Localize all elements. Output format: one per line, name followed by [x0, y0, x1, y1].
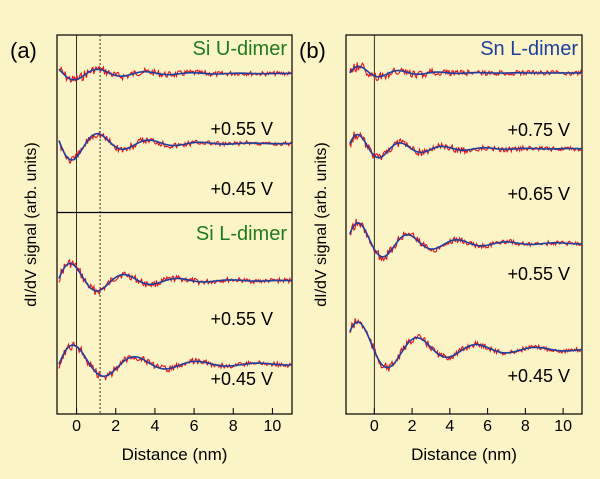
x-tick-label: 2: [408, 418, 417, 435]
panel-label: (b): [299, 38, 326, 63]
bias-voltage-label: +0.45 V: [507, 366, 570, 386]
experimental-curve: [349, 218, 583, 262]
fit-curve: [349, 133, 582, 159]
fit-curve: [58, 132, 292, 161]
experimental-curve: [349, 318, 583, 372]
bias-voltage-label: +0.55 V: [210, 309, 273, 329]
fit-curve: [349, 221, 582, 258]
experimental-curve: [349, 61, 583, 82]
plot-frame: [345, 34, 583, 415]
group-title: Sn L-dimer: [480, 38, 578, 60]
bias-voltage-label: +0.65 V: [507, 184, 570, 204]
bias-voltage-label: +0.55 V: [210, 119, 273, 139]
fit-curve: [349, 65, 582, 78]
fit-curve: [58, 344, 292, 377]
bias-voltage-label: +0.75 V: [507, 120, 570, 140]
x-tick-label: 0: [370, 418, 379, 435]
bias-voltage-label: +0.45 V: [210, 369, 273, 389]
x-tick-label: 10: [264, 418, 282, 435]
bias-voltage-label: +0.55 V: [507, 264, 570, 284]
fit-curve: [58, 262, 292, 292]
x-tick-label: 4: [150, 418, 159, 435]
plot-frame: [56, 34, 293, 415]
x-axis-label: Distance (nm): [411, 445, 517, 464]
fit-curve: [349, 321, 583, 369]
x-tick-label: 2: [111, 418, 120, 435]
x-tick-label: 0: [72, 418, 81, 435]
bias-voltage-label: +0.45 V: [210, 179, 273, 199]
x-tick-label: 10: [554, 418, 572, 435]
group-title: Si L-dimer: [196, 223, 287, 245]
x-tick-label: 6: [190, 418, 199, 435]
x-tick-label: 8: [521, 418, 530, 435]
panel-label: (a): [10, 38, 37, 63]
y-axis-label: dI/dV signal (arb. units): [313, 142, 330, 307]
x-tick-label: 6: [483, 418, 492, 435]
group-title: Si U-dimer: [193, 38, 288, 60]
x-tick-label: 4: [445, 418, 454, 435]
x-tick-label: 8: [229, 418, 238, 435]
x-axis-label: Distance (nm): [122, 445, 228, 464]
fit-curve: [58, 68, 292, 81]
y-axis-label: dI/dV signal (arb. units): [23, 142, 40, 307]
